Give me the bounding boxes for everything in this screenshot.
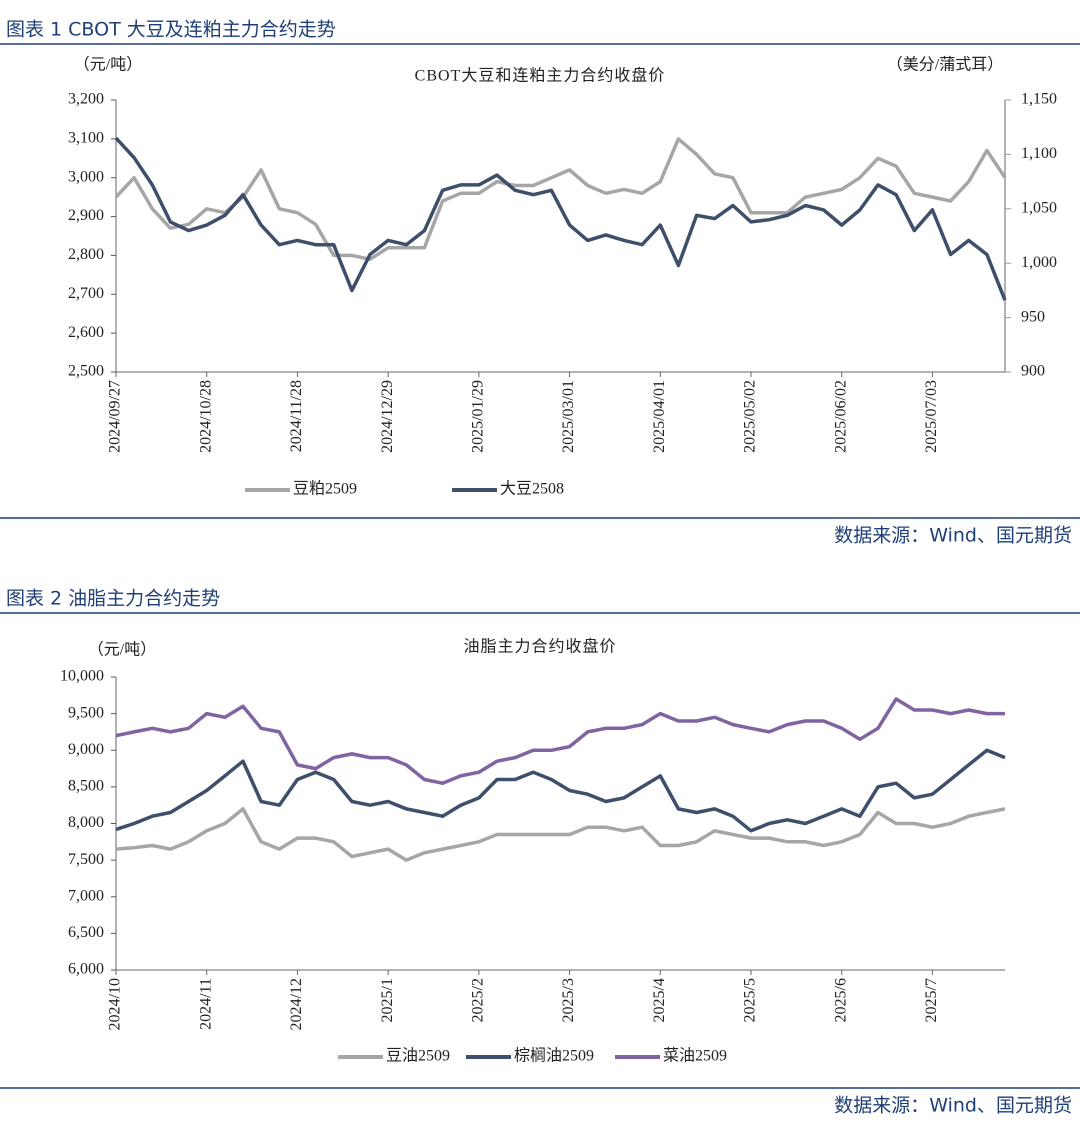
x-tick-label: 2025/01/29 bbox=[470, 380, 487, 453]
legend-label: 菜油2509 bbox=[663, 1047, 727, 1065]
x-tick-label: 2025/04/01 bbox=[651, 380, 668, 453]
chart-title: 油脂主力合约收盘价 bbox=[463, 637, 616, 656]
legend-label: 棕榈油2509 bbox=[514, 1047, 594, 1065]
y-tick-label: 7,500 bbox=[68, 851, 104, 868]
y-tick-label: 7,000 bbox=[68, 887, 104, 904]
y2-tick-label: 1,050 bbox=[1021, 199, 1057, 216]
y-tick-label: 2,800 bbox=[68, 246, 104, 263]
x-tick-label: 2025/5 bbox=[742, 978, 759, 1022]
figure-caption: 图表 1 CBOT 大豆及连粕主力合约走势 bbox=[6, 19, 336, 41]
x-tick-label: 2025/4 bbox=[651, 978, 668, 1022]
x-tick-label: 2025/03/01 bbox=[560, 380, 577, 453]
legend-label: 豆油2509 bbox=[386, 1047, 450, 1065]
x-tick-label: 2024/12 bbox=[288, 978, 305, 1030]
y-tick-label: 8,000 bbox=[68, 814, 104, 831]
legend-label: 大豆2508 bbox=[500, 480, 564, 498]
source: 数据来源：Wind、国元期货 bbox=[834, 1095, 1072, 1117]
series-line bbox=[114, 136, 1007, 301]
y-tick-label: 2,900 bbox=[68, 207, 104, 224]
y-tick-label: 6,500 bbox=[68, 924, 104, 941]
x-tick-label: 2025/2 bbox=[470, 978, 487, 1022]
x-tick-label: 2025/3 bbox=[560, 978, 577, 1022]
x-tick-label: 2025/6 bbox=[832, 978, 849, 1022]
figure-caption: 图表 2 油脂主力合约走势 bbox=[6, 588, 220, 610]
y2-axis-label: （美分/蒲式耳） bbox=[887, 56, 1003, 74]
series-line bbox=[114, 137, 1007, 262]
series-line bbox=[115, 748, 1006, 833]
x-tick-label: 2024/12/29 bbox=[379, 380, 396, 453]
series-line bbox=[115, 697, 1005, 785]
x-tick-label: 2025/07/03 bbox=[923, 380, 940, 453]
y-axis-label: （元/吨） bbox=[88, 641, 156, 659]
x-tick-label: 2025/1 bbox=[379, 978, 396, 1022]
x-tick-label: 2024/09/27 bbox=[107, 380, 124, 453]
y-tick-label: 3,000 bbox=[68, 168, 104, 185]
x-tick-label: 2024/11/28 bbox=[288, 380, 305, 452]
x-tick-label: 2024/10/28 bbox=[197, 380, 214, 453]
y-tick-label: 2,700 bbox=[68, 285, 104, 302]
y2-tick-label: 1,000 bbox=[1021, 254, 1057, 271]
y2-tick-label: 1,100 bbox=[1021, 145, 1057, 162]
y2-tick-label: 950 bbox=[1021, 308, 1045, 325]
y-axis-label: （元/吨） bbox=[74, 56, 142, 74]
x-tick-label: 2025/7 bbox=[923, 978, 940, 1022]
y-tick-label: 2,500 bbox=[68, 363, 104, 380]
x-tick-label: 2025/05/02 bbox=[742, 380, 759, 453]
y-tick-label: 8,500 bbox=[68, 778, 104, 795]
y-tick-label: 6,000 bbox=[68, 961, 104, 978]
y-tick-label: 9,000 bbox=[68, 741, 104, 758]
y-tick-label: 2,600 bbox=[68, 324, 104, 341]
y-tick-label: 10,000 bbox=[60, 668, 104, 685]
y-tick-label: 3,100 bbox=[68, 130, 104, 147]
chart-title: CBOT大豆和连粕主力合约收盘价 bbox=[415, 66, 666, 85]
y2-tick-label: 1,150 bbox=[1021, 91, 1057, 108]
source: 数据来源：Wind、国元期货 bbox=[834, 525, 1072, 547]
x-tick-label: 2025/06/02 bbox=[832, 380, 849, 453]
y2-tick-label: 900 bbox=[1021, 363, 1045, 380]
series-line bbox=[115, 807, 1006, 862]
x-tick-label: 2024/11 bbox=[197, 978, 214, 1030]
legend-label: 豆粕2509 bbox=[293, 480, 357, 498]
y-tick-label: 3,200 bbox=[68, 91, 104, 108]
x-tick-label: 2024/10 bbox=[107, 978, 124, 1030]
y-tick-label: 9,500 bbox=[68, 704, 104, 721]
